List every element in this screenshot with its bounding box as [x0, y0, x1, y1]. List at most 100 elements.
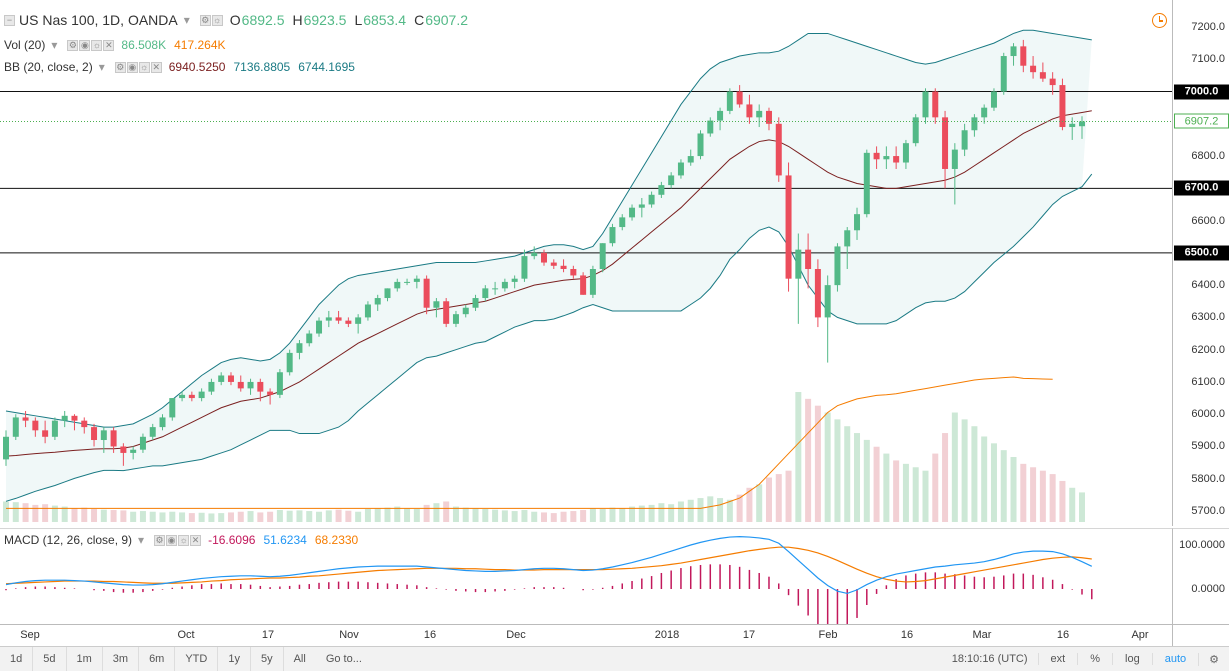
- price-axis[interactable]: 7200.07100.07000.06900.06800.06700.06600…: [1172, 0, 1229, 526]
- candle[interactable]: [521, 249, 528, 282]
- candle[interactable]: [276, 369, 283, 399]
- candle[interactable]: [433, 298, 440, 318]
- candle[interactable]: [325, 310, 332, 328]
- candle[interactable]: [227, 372, 234, 386]
- candle[interactable]: [71, 414, 78, 431]
- candle[interactable]: [902, 139, 909, 169]
- candle[interactable]: [130, 446, 137, 460]
- candle[interactable]: [824, 275, 831, 363]
- candle[interactable]: [609, 223, 616, 247]
- candle[interactable]: [198, 388, 205, 402]
- candle[interactable]: [795, 233, 802, 324]
- main-chart-pane[interactable]: − US Nas 100, 1D, OANDA ▾ ⚙ ☼ O 6892.5 H…: [0, 0, 1172, 526]
- candle[interactable]: [247, 378, 254, 395]
- candle[interactable]: [511, 275, 518, 289]
- macd-pane[interactable]: MACD (12, 26, close, 9) ▾ ⚙ ◉ ☼ ✕ -16.60…: [0, 528, 1172, 624]
- candle[interactable]: [951, 143, 958, 205]
- candle[interactable]: [961, 123, 968, 157]
- candle[interactable]: [394, 278, 401, 292]
- candle[interactable]: [1000, 52, 1007, 95]
- candle[interactable]: [863, 149, 870, 218]
- candle[interactable]: [218, 372, 225, 386]
- goto-button[interactable]: Go to...: [325, 653, 362, 665]
- candle[interactable]: [677, 159, 684, 179]
- candle[interactable]: [188, 391, 195, 402]
- candle[interactable]: [22, 410, 29, 428]
- candle[interactable]: [805, 233, 812, 289]
- candle[interactable]: [12, 414, 19, 441]
- candle[interactable]: [306, 330, 313, 347]
- candle[interactable]: [1020, 39, 1027, 73]
- settings-icon[interactable]: ⚙: [114, 61, 126, 73]
- candle[interactable]: [91, 423, 98, 447]
- candle[interactable]: [179, 391, 186, 402]
- candle[interactable]: [629, 204, 636, 221]
- gear-icon[interactable]: ☼: [138, 61, 150, 73]
- clock-readout[interactable]: 18:10:16 (UTC): [951, 653, 1028, 665]
- candle[interactable]: [286, 349, 293, 376]
- bollinger-indicator-name[interactable]: BB (20, close, 2): [4, 60, 93, 74]
- candle[interactable]: [765, 107, 772, 131]
- macd-menu-chevron-icon[interactable]: ▾: [138, 533, 145, 547]
- timeframe-button-5y[interactable]: 5y: [251, 646, 284, 671]
- macd-indicator-name[interactable]: MACD (12, 26, close, 9): [4, 533, 133, 547]
- candle[interactable]: [374, 294, 381, 311]
- candle[interactable]: [746, 94, 753, 124]
- eye-icon[interactable]: ◉: [166, 534, 178, 546]
- candle[interactable]: [335, 310, 342, 324]
- candle[interactable]: [736, 85, 743, 108]
- candle[interactable]: [814, 259, 821, 328]
- candle[interactable]: [756, 104, 763, 128]
- settings-icon[interactable]: ⚙: [1198, 652, 1229, 666]
- candle[interactable]: [32, 417, 39, 437]
- candle[interactable]: [482, 285, 489, 302]
- candle[interactable]: [492, 281, 499, 295]
- candle[interactable]: [1069, 117, 1076, 140]
- candle[interactable]: [100, 427, 107, 453]
- candle[interactable]: [208, 378, 215, 395]
- candle[interactable]: [687, 149, 694, 166]
- candle[interactable]: [932, 88, 939, 124]
- candle[interactable]: [638, 198, 645, 218]
- candle[interactable]: [717, 107, 724, 131]
- candle[interactable]: [668, 172, 675, 189]
- candle[interactable]: [1039, 62, 1046, 82]
- candle[interactable]: [541, 249, 547, 266]
- candle[interactable]: [472, 294, 479, 311]
- candle[interactable]: [942, 110, 949, 189]
- candle[interactable]: [648, 191, 655, 208]
- candle[interactable]: [560, 259, 567, 273]
- gear-icon[interactable]: ☼: [178, 534, 190, 546]
- timeframe-button-3m[interactable]: 3m: [103, 646, 140, 671]
- gear-icon[interactable]: ☼: [211, 14, 223, 26]
- macd-chart-svg[interactable]: [0, 529, 1172, 624]
- price-chart-svg[interactable]: [0, 0, 1172, 526]
- candle[interactable]: [922, 88, 929, 124]
- candle[interactable]: [61, 410, 68, 428]
- collapse-toggle-icon[interactable]: −: [4, 14, 15, 26]
- candle[interactable]: [1049, 72, 1056, 95]
- candle[interactable]: [169, 398, 176, 421]
- close-icon[interactable]: ✕: [190, 534, 202, 546]
- timeframe-button-ytd[interactable]: YTD: [175, 646, 219, 671]
- time-axis[interactable]: Sep Oct 17 Nov 16 Dec 2018 17 Feb 16 Mar 16 Apr: [0, 624, 1172, 646]
- bollinger-menu-chevron-icon[interactable]: ▾: [98, 60, 105, 74]
- eye-icon[interactable]: ◉: [79, 39, 91, 51]
- candle[interactable]: [3, 430, 9, 466]
- candle[interactable]: [1010, 43, 1017, 66]
- volume-indicator-name[interactable]: Vol (20): [4, 38, 46, 52]
- candle[interactable]: [726, 88, 733, 115]
- clock-icon[interactable]: [1152, 13, 1167, 28]
- candle[interactable]: [873, 146, 880, 169]
- candle[interactable]: [237, 375, 244, 392]
- timeframe-button-6m[interactable]: 6m: [139, 646, 176, 671]
- candle[interactable]: [570, 265, 577, 279]
- candle[interactable]: [110, 427, 117, 453]
- close-icon[interactable]: ✕: [103, 39, 115, 51]
- candle[interactable]: [81, 417, 88, 434]
- timeframe-button-5d[interactable]: 5d: [33, 646, 67, 671]
- candle[interactable]: [384, 288, 391, 302]
- candle[interactable]: [462, 304, 469, 318]
- candle[interactable]: [267, 388, 274, 405]
- candle[interactable]: [316, 317, 323, 337]
